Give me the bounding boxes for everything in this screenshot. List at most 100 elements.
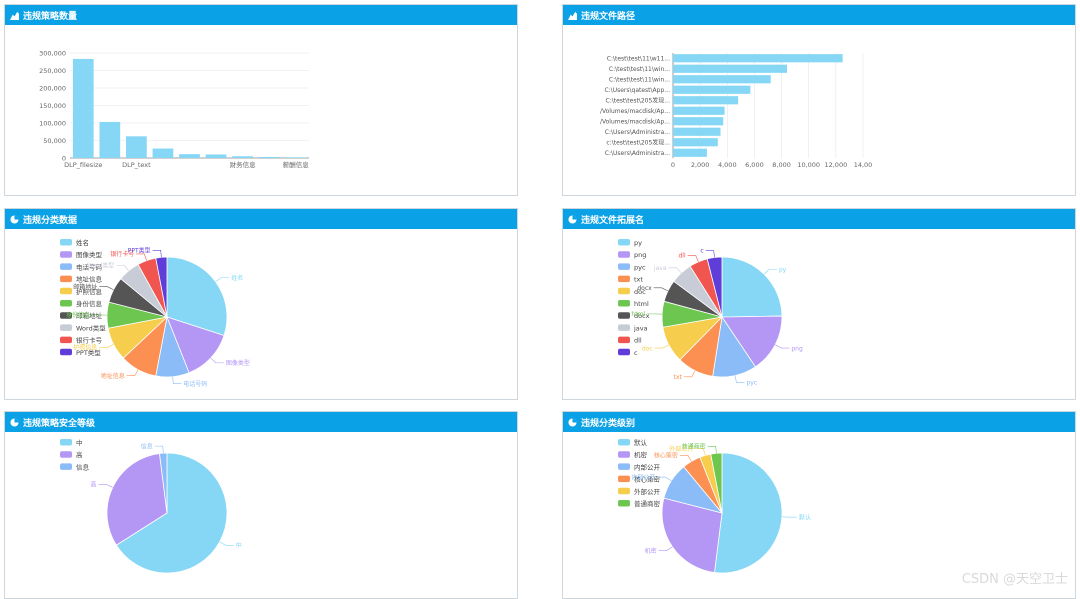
bar[interactable]	[673, 96, 738, 104]
legend-label[interactable]: 普通商密	[634, 499, 661, 508]
slice-label: doc	[642, 345, 653, 352]
bar-chart-icon	[568, 11, 577, 20]
legend-swatch[interactable]	[618, 312, 630, 319]
legend-label[interactable]: Word类型	[76, 323, 106, 332]
bar[interactable]	[673, 138, 718, 146]
bar[interactable]	[206, 155, 227, 159]
legend-swatch[interactable]	[618, 476, 630, 483]
bar[interactable]	[673, 54, 843, 62]
legend-swatch[interactable]	[60, 463, 72, 470]
legend-swatch[interactable]	[618, 251, 630, 258]
legend-swatch[interactable]	[618, 300, 630, 307]
legend-swatch[interactable]	[60, 451, 72, 458]
y-tick-label: 50,000	[43, 137, 66, 145]
slice-label: 电话号码	[183, 380, 207, 388]
legend-label[interactable]: py	[634, 239, 642, 247]
pie-slice[interactable]	[714, 453, 782, 573]
legend-label[interactable]: dll	[634, 337, 642, 345]
panel-header: 违规分类级别	[563, 412, 1075, 432]
label-line	[98, 484, 112, 487]
legend-label[interactable]: 身份信息	[76, 299, 103, 308]
bar[interactable]	[232, 156, 253, 158]
y-tick-label: c:\test\test\205发现...	[606, 139, 670, 147]
bar[interactable]	[673, 149, 707, 157]
legend-label[interactable]: 外部公开	[634, 487, 661, 496]
legend-label[interactable]: 姓名	[76, 238, 89, 247]
legend-swatch[interactable]	[60, 324, 72, 331]
legend-swatch[interactable]	[618, 451, 630, 458]
legend-label[interactable]: html	[634, 300, 649, 308]
pie-chart-icon	[568, 215, 577, 224]
legend-label[interactable]: 地址信息	[76, 275, 103, 284]
legend-swatch[interactable]	[60, 276, 72, 283]
legend-swatch[interactable]	[60, 263, 72, 270]
legend-swatch[interactable]	[60, 439, 72, 446]
legend-label[interactable]: 图像类型	[76, 250, 103, 259]
legend-label[interactable]: 默认	[634, 438, 648, 447]
bar[interactable]	[673, 75, 771, 83]
bar[interactable]	[673, 128, 721, 136]
y-tick-label: C:\Users\qatest\App...	[604, 87, 670, 94]
slice-label: 护照信息	[73, 344, 97, 352]
panel-header: 违规文件路径	[563, 5, 1075, 25]
pie-chart-icon	[568, 418, 577, 427]
legend-label[interactable]: png	[634, 251, 646, 259]
slice-label: py	[779, 266, 787, 273]
legend-swatch[interactable]	[618, 349, 630, 356]
bar[interactable]	[179, 154, 200, 158]
slice-label: 默认	[799, 513, 811, 521]
legend-label[interactable]: 高	[76, 450, 83, 459]
y-tick-label: 200,000	[39, 85, 66, 93]
legend-swatch[interactable]	[60, 300, 72, 307]
bar[interactable]	[99, 122, 120, 158]
x-tick-label: 6,000	[745, 161, 764, 169]
label-line	[99, 344, 113, 347]
legend-label[interactable]: 银行卡号	[76, 336, 103, 345]
x-tick-label: 12,000	[824, 161, 847, 169]
bar[interactable]	[673, 65, 787, 73]
slice-label: c	[700, 248, 703, 255]
legend-label[interactable]: 内部公开	[634, 462, 661, 471]
legend-label[interactable]: 中	[76, 438, 83, 447]
bar[interactable]	[126, 136, 147, 158]
bar[interactable]	[259, 157, 280, 158]
slice-label: png	[791, 345, 803, 352]
legend-swatch[interactable]	[618, 337, 630, 344]
legend-swatch[interactable]	[618, 324, 630, 331]
label-line	[127, 370, 138, 376]
legend-label[interactable]: 机密	[634, 450, 648, 459]
y-tick-label: 250,000	[39, 67, 66, 75]
bar[interactable]	[73, 59, 94, 158]
pie-slice[interactable]	[722, 257, 782, 317]
panel-header: 违规策略安全等级	[5, 412, 517, 432]
legend-swatch[interactable]	[618, 439, 630, 446]
legend-swatch[interactable]	[618, 288, 630, 295]
legend-swatch[interactable]	[60, 349, 72, 356]
legend-swatch[interactable]	[618, 463, 630, 470]
bar[interactable]	[673, 86, 750, 94]
label-line	[136, 254, 146, 261]
legend-swatch[interactable]	[60, 251, 72, 258]
legend-swatch[interactable]	[618, 263, 630, 270]
legend-label[interactable]: c	[634, 349, 638, 357]
legend-swatch[interactable]	[618, 239, 630, 246]
legend-swatch[interactable]	[60, 288, 72, 295]
legend-swatch[interactable]	[60, 239, 72, 246]
legend-swatch[interactable]	[618, 500, 630, 507]
legend-swatch[interactable]	[618, 488, 630, 495]
legend-label[interactable]: txt	[634, 276, 643, 284]
legend-label[interactable]: java	[633, 324, 648, 332]
legend-label[interactable]: pyc	[634, 263, 646, 271]
y-tick-label: C:\test\test\205发现...	[606, 97, 671, 105]
slice-label: 身份信息	[66, 311, 90, 319]
bar[interactable]	[673, 107, 725, 115]
legend-swatch[interactable]	[60, 337, 72, 344]
bar[interactable]	[153, 149, 174, 158]
legend-swatch[interactable]	[618, 276, 630, 283]
bar[interactable]	[285, 157, 306, 158]
legend-label[interactable]: 信息	[76, 462, 90, 471]
y-tick-label: /Volumes/macdisk/Ap...	[600, 119, 670, 126]
bar[interactable]	[673, 117, 723, 125]
x-tick-label: DLP_filesize	[64, 161, 102, 169]
